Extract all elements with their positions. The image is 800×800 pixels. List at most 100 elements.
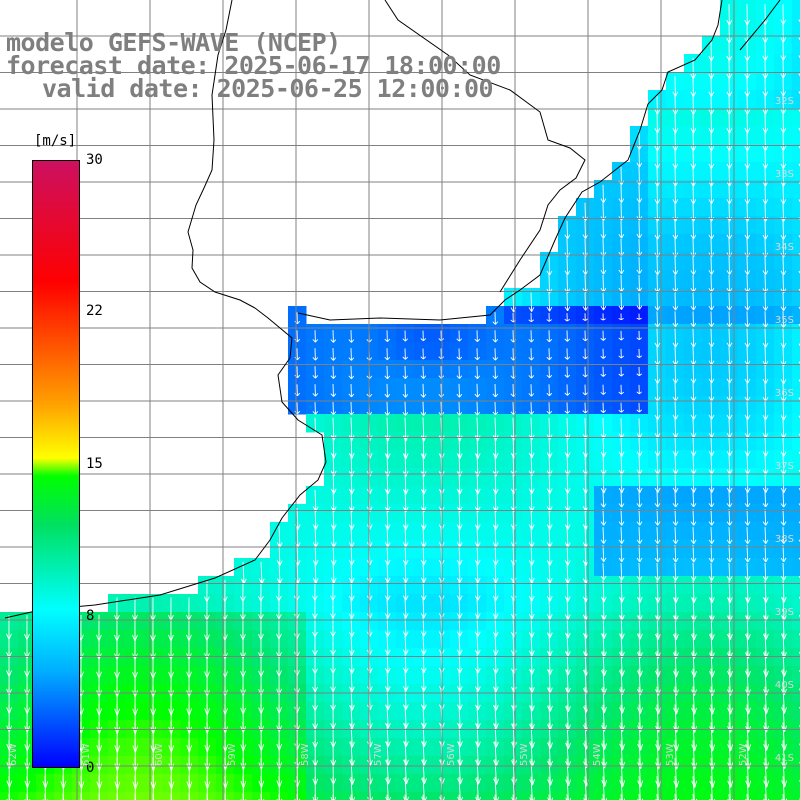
wind-arrow [708, 382, 715, 402]
wind-arrow [402, 634, 409, 655]
wind-arrow [744, 311, 751, 328]
wind-arrow [798, 361, 800, 365]
wind-arrow [636, 384, 643, 395]
wind-arrow [474, 348, 481, 361]
wind-arrow [673, 776, 680, 800]
wind-arrow [780, 256, 787, 276]
wind-arrow [690, 527, 697, 544]
longitude-label: 53W [665, 743, 676, 766]
wind-arrow [78, 775, 85, 800]
wind-arrow [330, 402, 337, 415]
wind-arrow [798, 379, 800, 383]
wind-arrow [600, 256, 607, 275]
colorbar [32, 160, 80, 768]
longitude-label: 56W [446, 743, 457, 766]
wind-arrow [798, 91, 800, 95]
wind-arrow [456, 634, 463, 655]
wind-cell [792, 54, 800, 73]
wind-arrow [600, 384, 607, 395]
wind-arrow [798, 306, 800, 310]
wind-arrow [564, 402, 571, 414]
wind-arrow [798, 323, 800, 327]
wind-arrow [420, 348, 427, 360]
wind-arrow [726, 292, 733, 311]
wind-arrow [548, 794, 550, 800]
wind-arrow [618, 384, 625, 395]
wind-arrow [474, 366, 481, 379]
coastline [4, 0, 781, 619]
wind-arrow [511, 776, 518, 800]
wind-arrow [726, 382, 733, 402]
wind-arrow [492, 366, 499, 379]
wind-cell [792, 738, 800, 757]
wind-arrow [726, 527, 733, 544]
wind-arrow [528, 402, 535, 415]
wind-arrow [728, 794, 730, 800]
wind-arrow [150, 775, 156, 800]
wind-cell [792, 558, 800, 577]
wind-arrow [798, 73, 800, 77]
wind-cell [792, 594, 800, 613]
wind-arrow [600, 402, 607, 413]
wind-arrow [672, 328, 679, 348]
longitude-label: 54W [592, 743, 603, 766]
wind-arrow [780, 292, 787, 312]
wind-cell [792, 702, 800, 721]
wind-arrow [744, 545, 751, 563]
wind-arrow [618, 491, 625, 508]
wind-arrow [132, 775, 138, 800]
wind-arrow [330, 330, 337, 343]
wind-arrow [798, 19, 800, 23]
wind-arrow [692, 794, 694, 800]
wind-arrow [384, 634, 391, 655]
wind-arrow [726, 311, 733, 328]
wind-arrow [744, 491, 751, 508]
wind-arrow [312, 330, 319, 343]
wind-cell [792, 342, 800, 361]
wind-arrow [402, 330, 409, 342]
wind-cell [792, 468, 800, 487]
wind-arrow [726, 328, 733, 348]
wind-arrow [798, 108, 800, 113]
wind-cell [792, 180, 800, 199]
latitude-label: 38S [774, 534, 794, 545]
wind-arrow [564, 384, 571, 396]
wind-arrow [456, 330, 463, 342]
wind-arrow [564, 348, 571, 360]
wind-arrow [600, 238, 607, 257]
wind-arrow [762, 509, 769, 526]
wind-cell [792, 144, 800, 163]
wind-arrow [636, 545, 643, 563]
wind-arrow [618, 330, 625, 341]
wind-arrow [222, 775, 229, 800]
wind-arrow [618, 545, 625, 563]
wind-arrow [350, 794, 352, 800]
wind-arrow [384, 383, 391, 398]
wind-arrow [636, 491, 643, 508]
wind-arrow [582, 330, 589, 342]
wind-arrow [546, 292, 553, 312]
wind-arrow [744, 509, 751, 526]
colorbar-tick-0: 0 [86, 760, 95, 776]
wind-arrow [296, 793, 298, 800]
wind-arrow [618, 366, 625, 377]
colorbar-unit-label: [m/s] [34, 133, 77, 149]
wind-arrow [690, 311, 697, 327]
wind-arrow [654, 509, 661, 526]
wind-arrow [636, 275, 643, 292]
wind-arrow [780, 527, 787, 544]
wind-arrow [762, 311, 769, 328]
wind-arrow [654, 220, 661, 240]
wind-arrow [330, 348, 337, 361]
longitude-label: 60W [154, 743, 165, 766]
wind-arrow [690, 509, 697, 526]
wind-arrow [690, 364, 697, 384]
wind-arrow [348, 348, 355, 361]
wind-arrow [546, 256, 553, 276]
wind-arrow [258, 775, 265, 800]
wind-arrow [654, 527, 661, 544]
wind-arrow [744, 292, 751, 311]
wind-cell [792, 18, 800, 37]
wind-arrow [582, 366, 589, 378]
wind-cell [792, 792, 800, 800]
